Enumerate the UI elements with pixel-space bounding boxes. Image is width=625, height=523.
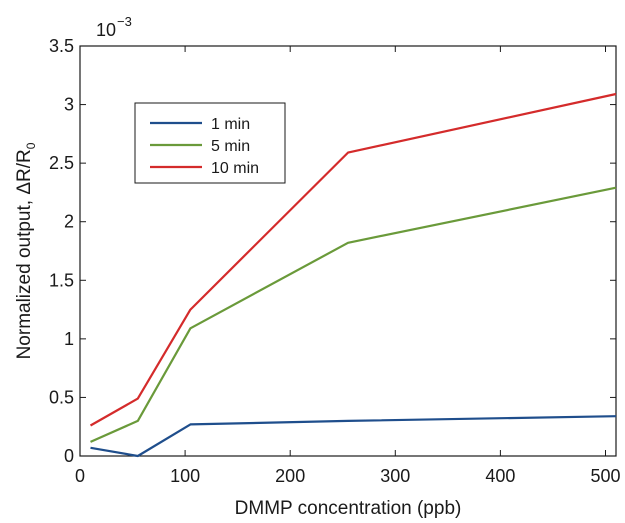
y-tick-label: 3 (64, 95, 74, 115)
x-axis-label: DMMP concentration (ppb) (235, 498, 462, 519)
legend-box (134, 102, 286, 184)
x-axis-ticks: 0 100 200 300 400 500 (75, 46, 621, 486)
legend-label: 10 min (211, 160, 259, 177)
y-tick-label: 0.5 (49, 387, 74, 407)
legend-items: 1 min 5 min 10 min (150, 116, 259, 177)
legend-label: 5 min (211, 138, 250, 155)
y-axis-label-subscript: 0 (24, 142, 38, 149)
y-tick-label: 1 (64, 329, 74, 349)
y-tick-label: 0 (64, 446, 74, 466)
legend-label: 1 min (211, 116, 250, 133)
series-line-10-min (89, 92, 617, 427)
axis-scale-factor: 10 −3 (96, 14, 132, 40)
y-axis-ticks: 0 0.5 1 1.5 2 2.5 3 3.5 (49, 36, 616, 466)
y-axis-label-main: Normalized output, ΔR/R (14, 149, 35, 359)
scale-factor-exponent: −3 (117, 14, 132, 29)
plot-frame (79, 45, 617, 457)
y-tick-label: 1.5 (49, 270, 74, 290)
x-tick-label: 100 (170, 466, 200, 486)
series-line-1-min (90, 415, 617, 458)
y-axis-label: Normalized output, ΔR/R0 (14, 142, 38, 359)
y-tick-label: 2 (64, 212, 74, 232)
scale-factor-base: 10 (96, 20, 116, 40)
legend: 1 min 5 min 10 min (134, 102, 286, 184)
x-tick-label: 200 (275, 466, 305, 486)
x-tick-label: 400 (485, 466, 515, 486)
x-tick-label: 300 (380, 466, 410, 486)
y-tick-label: 3.5 (49, 36, 74, 56)
y-tick-label: 2.5 (49, 153, 74, 173)
series-line-5-min (90, 186, 617, 443)
series-layer (89, 92, 617, 458)
x-tick-label: 0 (75, 466, 85, 486)
x-tick-label: 500 (590, 466, 620, 486)
